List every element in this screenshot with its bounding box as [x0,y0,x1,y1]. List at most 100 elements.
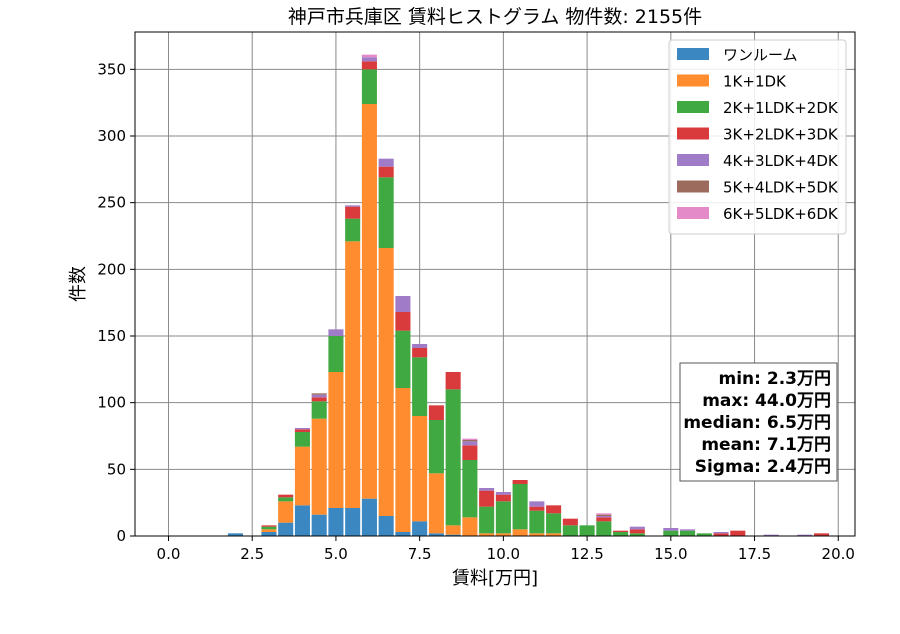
y-tick-label: 100 [97,394,126,412]
x-tick-label: 20.0 [822,545,855,563]
bar-segment-series-0 [311,514,327,536]
x-tick-label: 17.5 [738,545,771,563]
legend-label: 1K+1DK [723,73,787,91]
bar-segment-series-3 [495,494,511,502]
bar-segment-series-2 [680,530,696,536]
bars [227,54,830,536]
bar-segment-series-4 [345,205,361,207]
bar-segment-series-3 [445,372,461,390]
y-tick-label: 150 [97,327,126,345]
x-tick-label: 12.5 [570,545,603,563]
bar-segment-series-1 [512,529,528,536]
y-axis-label: 件数 [68,266,89,302]
bar-segment-series-1 [495,533,511,536]
bar-segment-series-4 [763,534,779,536]
bar-segment-series-5 [311,393,327,395]
bar-segment-series-4 [596,516,612,518]
bar-segment-series-0 [361,498,377,536]
bar-segment-series-1 [445,525,461,535]
bar-segment-series-3 [596,517,612,522]
bar-segment-series-3 [512,480,528,484]
bar-segment-series-0 [378,516,394,536]
legend-label: 6K+5LDK+6DK [723,205,839,223]
stats-line: median: 6.5万円 [683,413,831,433]
bar-segment-series-3 [479,490,495,507]
y-tick-label: 200 [97,260,126,278]
x-tick-label: 15.0 [654,545,687,563]
bar-segment-series-1 [479,533,495,536]
stats-line: Sigma: 2.4万円 [695,457,831,477]
legend-swatch [677,48,709,60]
bar-segment-series-2 [596,521,612,536]
bar-segment-series-2 [278,497,294,502]
bar-segment-series-4 [412,344,428,348]
bar-segment-series-0 [227,533,243,536]
bar-segment-series-1 [412,416,428,522]
bar-segment-series-4 [378,158,394,167]
bar-segment-series-4 [361,57,377,62]
bar-segment-series-2 [462,460,478,518]
bar-segment-series-3 [378,166,394,178]
bar-segment-series-1 [345,241,361,509]
bar-segment-series-4 [462,441,478,446]
bar-segment-series-1 [546,533,562,536]
bar-segment-series-3 [395,312,411,331]
bar-segment-series-2 [696,533,712,536]
bar-segment-series-5 [596,514,612,516]
x-tick-label: 5.0 [324,545,348,563]
bar-segment-series-5 [462,440,478,442]
bar-segment-series-2 [428,420,444,474]
bar-segment-series-3 [361,61,377,70]
bar-segment-series-0 [428,533,444,536]
stats-line: max: 44.0万円 [702,391,831,411]
bar-segment-series-2 [395,330,411,388]
bar-segment-series-3 [261,525,277,527]
bar-segment-series-2 [361,69,377,104]
bar-segment-series-4 [479,488,495,491]
bar-segment-series-3 [613,530,629,532]
bar-segment-series-3 [345,206,361,219]
bar-segment-series-1 [428,473,444,534]
bar-segment-series-0 [412,521,428,536]
bar-segment-series-2 [495,501,511,534]
bar-segment-series-1 [378,248,394,516]
bar-segment-series-0 [328,508,344,536]
bar-segment-series-0 [345,508,361,536]
bar-segment-series-2 [378,177,394,248]
bar-segment-series-1 [311,418,327,515]
y-tick-label: 250 [97,194,126,212]
y-tick-label: 50 [107,460,126,478]
y-tick-label: 350 [97,60,126,78]
bar-segment-series-2 [512,484,528,530]
bar-segment-series-4 [495,492,511,495]
bar-segment-series-4 [663,528,679,531]
legend-swatch [677,154,709,166]
bar-segment-series-3 [278,494,294,498]
bar-segment-series-4 [395,296,411,312]
bar-segment-series-0 [445,534,461,536]
x-axis-ticks: 0.0 2.5 5.0 7.5 10.0 12.5 15.0 17.5 20.0 [157,536,855,563]
bar-segment-series-4 [629,526,645,530]
x-tick-label: 7.5 [408,545,432,563]
bar-segment-series-3 [813,533,830,536]
legend-label: 4K+3LDK+4DK [723,152,839,170]
bar-segment-series-4 [328,329,344,336]
bar-segment-series-2 [663,530,679,536]
bar-segment-series-4 [713,532,729,534]
bar-segment-series-0 [294,505,310,536]
bar-segment-series-3 [294,429,310,432]
bar-segment-series-0 [261,532,277,536]
legend-swatch [677,207,709,219]
bar-segment-series-2 [311,401,327,419]
bar-segment-series-1 [361,104,377,499]
legend-label: 2K+1LDK+2DK [723,99,839,117]
y-axis-ticks: 0 50 100 150 200 250 300 350 [97,60,135,545]
x-tick-label: 2.5 [240,545,264,563]
bar-segment-series-3 [562,518,578,526]
bar-segment-series-4 [680,529,696,531]
bar-segment-series-4 [797,534,813,536]
legend-label: ワンルーム [723,46,798,64]
bar-segment-series-6 [462,438,478,440]
legend-swatch [677,180,709,193]
